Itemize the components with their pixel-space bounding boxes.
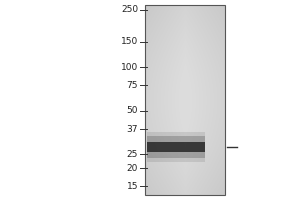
- Text: 25: 25: [127, 150, 138, 159]
- Bar: [147, 152, 205, 162]
- Text: 100: 100: [121, 63, 138, 72]
- Text: 37: 37: [127, 125, 138, 134]
- Bar: [147, 152, 205, 158]
- Text: 250: 250: [121, 5, 138, 14]
- Text: 75: 75: [127, 81, 138, 90]
- Bar: [147, 132, 205, 142]
- Bar: [147, 136, 205, 142]
- Text: 20: 20: [127, 164, 138, 173]
- Bar: [145, 5, 225, 195]
- Bar: [147, 142, 205, 152]
- Text: 50: 50: [127, 106, 138, 115]
- Text: 15: 15: [127, 182, 138, 191]
- Text: 150: 150: [121, 37, 138, 46]
